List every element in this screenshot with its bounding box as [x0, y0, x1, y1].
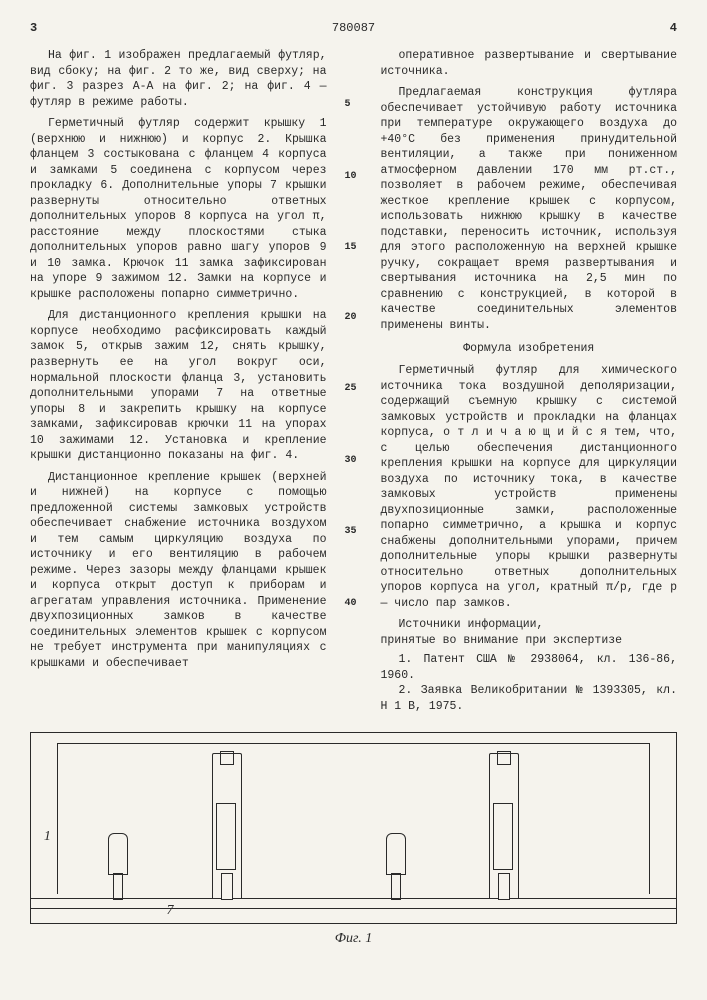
sources-block: Источники информации, принятые во вниман… [381, 617, 678, 714]
formula-title: Формула изобретения [381, 341, 678, 357]
sources-subheading: принятые во внимание при экспертизе [381, 633, 678, 649]
reference-item: 1. Патент США № 2938064, кл. 136-86, 196… [381, 652, 678, 683]
page-number-left: 3 [30, 20, 37, 36]
lock-slot [498, 873, 510, 900]
stop-element [386, 833, 404, 898]
reference-item: 2. Заявка Великобритании № 1393305, кл. … [381, 683, 678, 714]
right-column: оперативное развертывание и свертывание … [381, 48, 678, 714]
figure-drawing: 1 7 [30, 732, 677, 924]
figure-label-7: 7 [166, 902, 173, 921]
paragraph: На фиг. 1 изображен предлагаемый футляр,… [30, 48, 327, 110]
line-number: 10 [345, 170, 363, 184]
page-header: 3 780087 4 [30, 20, 677, 36]
lock-inner [493, 803, 513, 870]
line-number: 30 [345, 454, 363, 468]
line-number-gutter: 5 10 15 20 25 30 35 40 [345, 48, 363, 714]
sources-heading: Источники информации, [381, 617, 678, 633]
stop-element [108, 833, 126, 898]
figure-container: 1 7 Фиг. 1 [30, 732, 677, 949]
line-number: 25 [345, 382, 363, 396]
lock-top [497, 751, 511, 765]
paragraph: Герметичный футляр содержит крышку 1 (ве… [30, 116, 327, 302]
stop-stem [391, 873, 401, 900]
lock-slot [221, 873, 233, 900]
line-number: 20 [345, 311, 363, 325]
paragraph: Предлагаемая конструкция футляра обеспеч… [381, 85, 678, 333]
case-outline [57, 743, 650, 894]
document-number: 780087 [332, 20, 375, 36]
lock-element [212, 753, 240, 898]
stop-stem [113, 873, 123, 900]
lock-element [489, 753, 517, 898]
claim-paragraph: Герметичный футляр для химического источ… [381, 363, 678, 611]
lock-top [220, 751, 234, 765]
line-number: 15 [345, 241, 363, 255]
figure-label-1: 1 [44, 828, 51, 847]
left-column: На фиг. 1 изображен предлагаемый футляр,… [30, 48, 327, 714]
stop-body [108, 833, 128, 875]
paragraph: Для дистанционного крепления крышки на к… [30, 308, 327, 463]
figure-caption: Фиг. 1 [30, 930, 677, 949]
paragraph: оперативное развертывание и свертывание … [381, 48, 678, 79]
page-number-right: 4 [670, 20, 677, 36]
baseline-lower [31, 908, 676, 909]
line-number: 35 [345, 525, 363, 539]
baseline-upper [31, 898, 676, 899]
stop-body [386, 833, 406, 875]
lock-inner [216, 803, 236, 870]
line-number: 40 [345, 597, 363, 611]
line-number: 5 [345, 98, 363, 112]
text-columns: На фиг. 1 изображен предлагаемый футляр,… [30, 48, 677, 714]
paragraph: Дистанционное крепление крышек (верхней … [30, 470, 327, 672]
